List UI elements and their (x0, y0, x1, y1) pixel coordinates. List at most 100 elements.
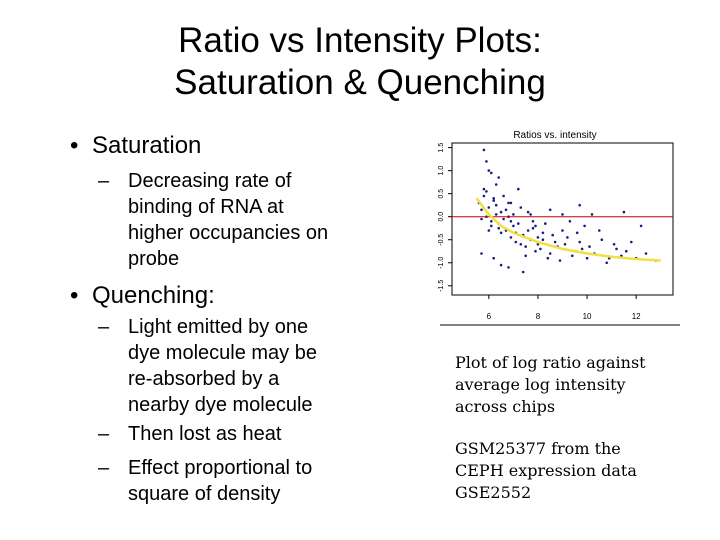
y-tick-label: 0.0 (438, 212, 445, 222)
y-tick-label: 1.0 (438, 166, 445, 176)
title-line-1: Ratio vs Intensity Plots: (178, 21, 542, 60)
bullet-dot: • (70, 132, 79, 159)
data-point (492, 199, 495, 202)
data-point (639, 224, 643, 228)
data-point (548, 208, 552, 212)
data-point (492, 197, 495, 200)
y-tick-label: 1.5 (438, 143, 445, 153)
data-point (487, 229, 491, 232)
caption-line: CEPH expression data (455, 461, 637, 480)
data-point (580, 247, 584, 251)
data-point (541, 231, 545, 235)
data-point (534, 249, 537, 253)
data-point (578, 203, 581, 207)
bullet-saturation: • Saturation (70, 132, 201, 160)
line: Light emitted by one (128, 316, 309, 338)
data-point (482, 148, 486, 152)
data-point (583, 224, 586, 228)
points-layer (477, 148, 658, 274)
chart-title: Ratios vs. intensity (513, 130, 596, 141)
caption-line: GSE2552 (455, 483, 532, 502)
line: probe (128, 248, 180, 270)
data-point (517, 187, 520, 191)
data-point (561, 229, 564, 232)
data-point (482, 187, 486, 191)
data-point (612, 243, 616, 246)
line: Decreasing rate of (128, 170, 292, 192)
title-line-2: Saturation & Quenching (174, 63, 546, 102)
data-point (480, 217, 483, 221)
data-point (568, 220, 572, 223)
line: square of density (128, 483, 281, 505)
caption-line: Plot of log ratio against (455, 353, 646, 372)
line: binding of RNA at (128, 196, 284, 218)
line: dye molecule may be (128, 342, 317, 364)
caption-plot-description: Plot of log ratio against average log in… (455, 352, 646, 418)
data-point (480, 252, 483, 255)
dash-marker: – (98, 423, 110, 445)
x-tick-label: 12 (632, 312, 641, 321)
line: Effect proportional to (128, 457, 313, 479)
data-point (585, 256, 589, 260)
data-point (487, 206, 491, 209)
data-point (507, 201, 510, 205)
data-point (644, 252, 648, 255)
data-point (544, 222, 547, 225)
data-point (531, 220, 535, 223)
line: Then lost as heat (128, 423, 282, 445)
dash-marker: – (98, 457, 110, 479)
data-point (622, 210, 626, 214)
data-point (490, 220, 493, 223)
slide-title: Ratio vs Intensity Plots: Saturation & Q… (0, 20, 720, 104)
data-point (625, 249, 628, 253)
x-axis: 6 8 10 12 (440, 295, 680, 326)
data-point (526, 210, 530, 214)
data-point (541, 238, 545, 241)
data-point (558, 259, 562, 262)
data-point (512, 213, 515, 216)
data-point (529, 213, 532, 216)
bullet-quenching-label: Quenching: (92, 282, 215, 309)
data-point (517, 222, 520, 225)
dash-marker: – (98, 170, 110, 192)
data-point (630, 240, 633, 244)
data-point (485, 190, 488, 193)
ratio-intensity-chart: Ratios vs. intensity -1.5 -1.0 -0.5 0.0 0.5 1… (415, 125, 685, 327)
data-point (490, 224, 493, 228)
y-tick-label: 0.5 (438, 189, 445, 199)
data-point (563, 243, 567, 246)
y-axis: -1.5 -1.0 -0.5 0.0 0.5 1.0 1.5 (438, 143, 452, 292)
data-point (497, 176, 500, 179)
data-point (524, 254, 527, 258)
data-point (551, 233, 554, 237)
data-point (588, 245, 591, 248)
sub-bullet-quenching-1: – Light emitted by one dye molecule may … (98, 314, 317, 418)
x-tick-label: 8 (536, 312, 541, 321)
data-point (578, 240, 581, 244)
sub-bullet-quenching-3: – Effect proportional to square of densi… (98, 455, 312, 507)
line: re-absorbed by a (128, 368, 280, 390)
data-point (509, 201, 513, 205)
line: nearby dye molecule (128, 394, 313, 416)
data-point (519, 206, 523, 209)
data-point (531, 226, 535, 230)
data-point (494, 203, 498, 207)
trend-line (475, 197, 661, 262)
data-point (507, 266, 510, 269)
data-point (494, 213, 498, 216)
data-point (521, 270, 525, 274)
data-point (494, 183, 498, 186)
data-point (519, 243, 523, 246)
sub-bullet-quenching-2: – Then lost as heat (98, 421, 281, 447)
data-point (615, 247, 618, 251)
y-tick-label: -1.0 (438, 257, 445, 269)
data-point (490, 171, 493, 175)
data-point (497, 226, 500, 230)
caption-line: average log intensity (455, 375, 626, 394)
data-point (502, 194, 505, 198)
y-tick-label: -1.5 (438, 280, 445, 292)
data-point (514, 240, 518, 244)
data-point (534, 224, 537, 228)
data-point (526, 229, 530, 232)
data-point (509, 220, 513, 223)
